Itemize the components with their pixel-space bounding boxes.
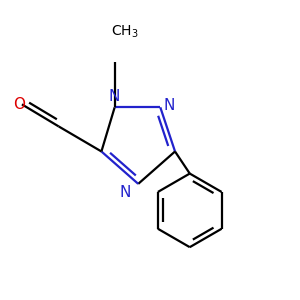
Text: N: N [119, 185, 131, 200]
Text: CH$_3$: CH$_3$ [111, 23, 139, 40]
Text: N: N [109, 89, 120, 104]
Text: O: O [13, 97, 25, 112]
Text: N: N [163, 98, 175, 113]
